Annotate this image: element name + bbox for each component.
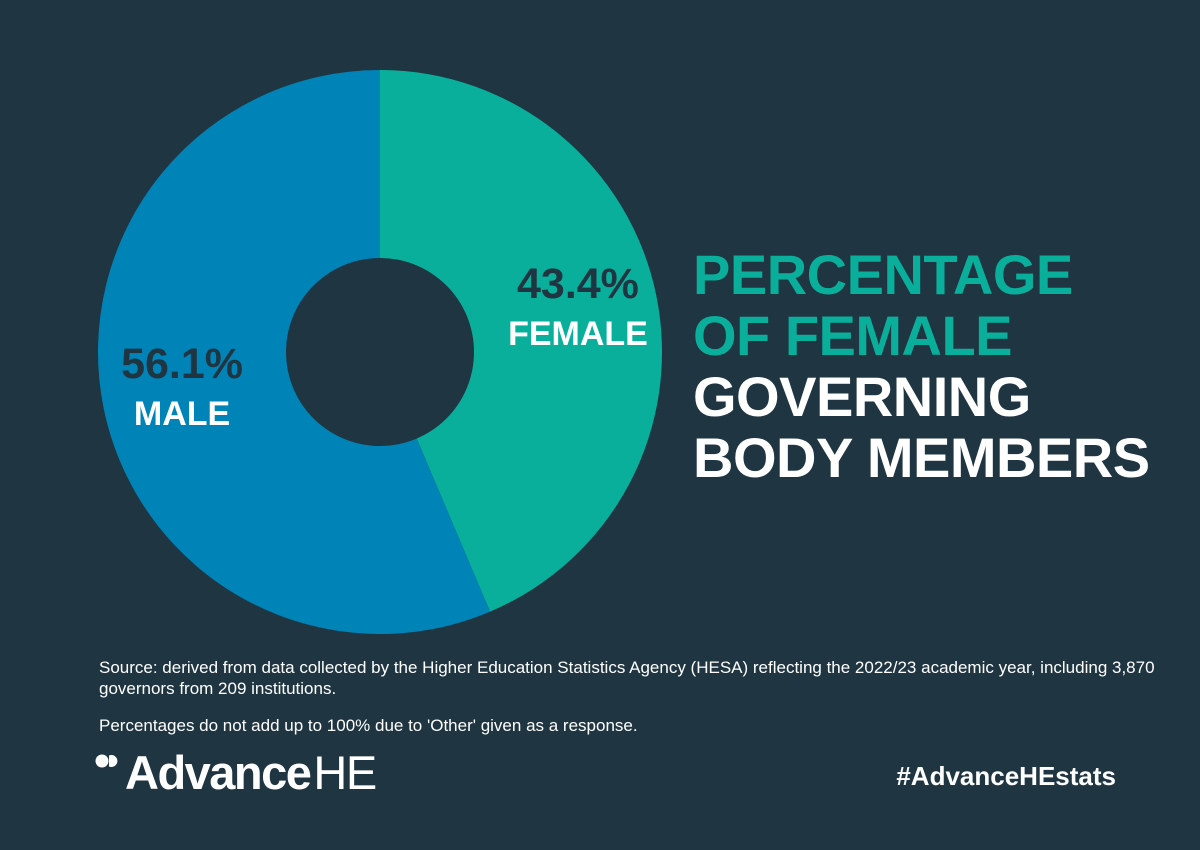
slice-value-label-male: 56.1% (121, 340, 243, 388)
donut-hole (286, 258, 474, 446)
slice-category-label-male: MALE (134, 395, 230, 433)
hashtag: #AdvanceHEstats (896, 761, 1116, 791)
title-line-3: GOVERNING (693, 365, 1031, 428)
logo-wordmark: AdvanceHE (125, 745, 377, 801)
donut-chart: 43.4% FEMALE 56.1% MALE (98, 70, 663, 634)
title-line-1: PERCENTAGE (693, 243, 1073, 306)
chart-title: PERCENTAGE OF FEMALE GOVERNING BODY MEMB… (693, 244, 1150, 488)
slice-female (380, 70, 663, 612)
slice-category-label-female: FEMALE (508, 315, 648, 353)
advance-he-logo: AdvanceHE (95, 745, 377, 801)
logo-word-he: HE (313, 746, 377, 799)
logo-word-advance: Advance (125, 746, 312, 799)
logo-dots-icon (95, 754, 118, 768)
title-line-4: BODY MEMBERS (693, 426, 1150, 489)
percentage-note: Percentages do not add up to 100% due to… (99, 716, 638, 735)
slice-value-label-female: 43.4% (517, 260, 639, 308)
title-line-2: OF FEMALE (693, 304, 1013, 367)
source-note: Source: derived from data collected by t… (99, 658, 1155, 698)
